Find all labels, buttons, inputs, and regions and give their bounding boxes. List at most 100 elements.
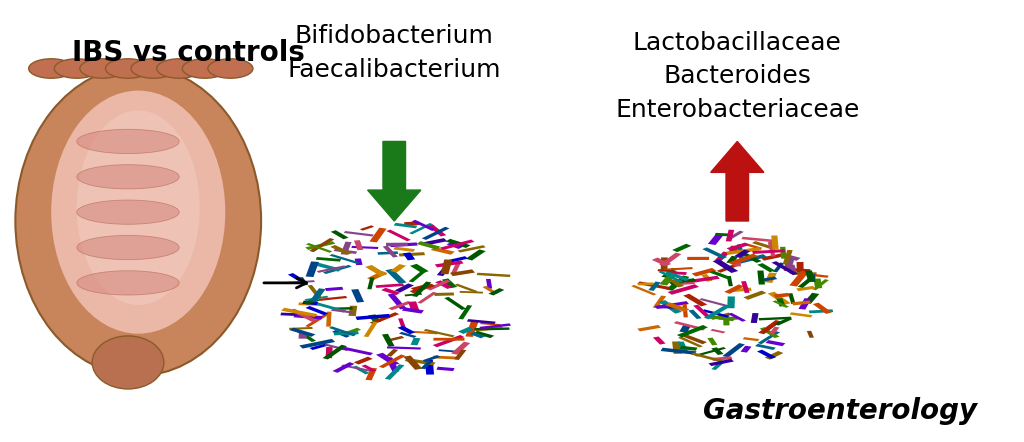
Polygon shape bbox=[638, 282, 654, 286]
Polygon shape bbox=[452, 342, 470, 355]
Polygon shape bbox=[417, 241, 440, 250]
Polygon shape bbox=[737, 244, 744, 259]
Polygon shape bbox=[637, 282, 671, 290]
Polygon shape bbox=[410, 284, 435, 293]
Polygon shape bbox=[782, 250, 793, 265]
Polygon shape bbox=[404, 293, 422, 297]
Polygon shape bbox=[326, 347, 333, 358]
Polygon shape bbox=[688, 309, 701, 319]
Polygon shape bbox=[796, 286, 815, 291]
Polygon shape bbox=[724, 284, 744, 294]
Polygon shape bbox=[324, 344, 349, 351]
Polygon shape bbox=[665, 271, 690, 281]
Polygon shape bbox=[708, 315, 735, 321]
Polygon shape bbox=[690, 352, 723, 362]
Polygon shape bbox=[424, 329, 455, 337]
Polygon shape bbox=[687, 257, 709, 260]
Polygon shape bbox=[651, 258, 672, 266]
Polygon shape bbox=[421, 361, 432, 369]
Polygon shape bbox=[426, 280, 451, 290]
Polygon shape bbox=[757, 350, 776, 359]
Polygon shape bbox=[758, 271, 765, 285]
Polygon shape bbox=[660, 257, 668, 271]
Polygon shape bbox=[440, 240, 474, 250]
Polygon shape bbox=[658, 305, 679, 309]
Polygon shape bbox=[366, 368, 377, 381]
Polygon shape bbox=[397, 326, 416, 334]
Ellipse shape bbox=[77, 110, 200, 305]
Polygon shape bbox=[281, 312, 297, 316]
Polygon shape bbox=[435, 280, 453, 289]
Polygon shape bbox=[354, 240, 364, 250]
Polygon shape bbox=[438, 349, 463, 353]
Polygon shape bbox=[361, 365, 376, 372]
Polygon shape bbox=[678, 342, 688, 353]
Polygon shape bbox=[299, 332, 307, 339]
Polygon shape bbox=[344, 231, 374, 236]
Polygon shape bbox=[728, 254, 758, 265]
Polygon shape bbox=[677, 325, 708, 337]
Polygon shape bbox=[672, 341, 682, 354]
Polygon shape bbox=[691, 268, 717, 277]
Polygon shape bbox=[302, 301, 318, 305]
Circle shape bbox=[54, 59, 99, 78]
Polygon shape bbox=[678, 336, 702, 347]
Polygon shape bbox=[331, 230, 348, 239]
Polygon shape bbox=[657, 269, 677, 273]
Polygon shape bbox=[759, 316, 792, 320]
Polygon shape bbox=[325, 287, 343, 291]
Polygon shape bbox=[709, 359, 734, 366]
Polygon shape bbox=[797, 262, 804, 272]
Polygon shape bbox=[398, 252, 425, 256]
Polygon shape bbox=[758, 331, 780, 344]
Polygon shape bbox=[743, 290, 766, 300]
Polygon shape bbox=[486, 279, 493, 289]
Polygon shape bbox=[444, 297, 466, 310]
Polygon shape bbox=[684, 276, 720, 284]
Polygon shape bbox=[425, 360, 434, 375]
Polygon shape bbox=[715, 233, 731, 236]
Polygon shape bbox=[727, 297, 735, 308]
Ellipse shape bbox=[77, 235, 179, 259]
Polygon shape bbox=[353, 357, 373, 365]
Polygon shape bbox=[683, 294, 708, 306]
Polygon shape bbox=[482, 286, 498, 294]
Polygon shape bbox=[393, 247, 415, 252]
FancyArrow shape bbox=[368, 141, 421, 221]
Polygon shape bbox=[314, 302, 346, 312]
Polygon shape bbox=[304, 296, 329, 301]
Polygon shape bbox=[367, 271, 388, 281]
Polygon shape bbox=[790, 271, 809, 286]
Circle shape bbox=[80, 59, 125, 78]
Polygon shape bbox=[410, 264, 429, 273]
Ellipse shape bbox=[15, 66, 261, 376]
Polygon shape bbox=[412, 282, 431, 297]
Polygon shape bbox=[741, 281, 750, 293]
Polygon shape bbox=[290, 328, 315, 337]
Polygon shape bbox=[776, 298, 785, 307]
Polygon shape bbox=[809, 309, 834, 313]
Polygon shape bbox=[351, 289, 365, 302]
Polygon shape bbox=[299, 339, 335, 349]
Polygon shape bbox=[773, 263, 784, 272]
Polygon shape bbox=[765, 272, 777, 283]
Polygon shape bbox=[441, 278, 458, 288]
Polygon shape bbox=[773, 293, 791, 298]
Polygon shape bbox=[648, 282, 660, 291]
Polygon shape bbox=[290, 309, 317, 322]
Polygon shape bbox=[799, 272, 828, 278]
Polygon shape bbox=[768, 242, 775, 256]
Polygon shape bbox=[309, 344, 328, 350]
Polygon shape bbox=[334, 331, 358, 335]
Polygon shape bbox=[726, 230, 734, 241]
Polygon shape bbox=[297, 277, 308, 286]
Polygon shape bbox=[674, 321, 706, 331]
Polygon shape bbox=[283, 280, 314, 284]
Polygon shape bbox=[717, 264, 737, 273]
Polygon shape bbox=[307, 285, 322, 298]
Polygon shape bbox=[787, 265, 798, 274]
Polygon shape bbox=[668, 284, 699, 295]
Polygon shape bbox=[769, 327, 779, 335]
Polygon shape bbox=[699, 298, 729, 307]
Polygon shape bbox=[467, 319, 496, 324]
